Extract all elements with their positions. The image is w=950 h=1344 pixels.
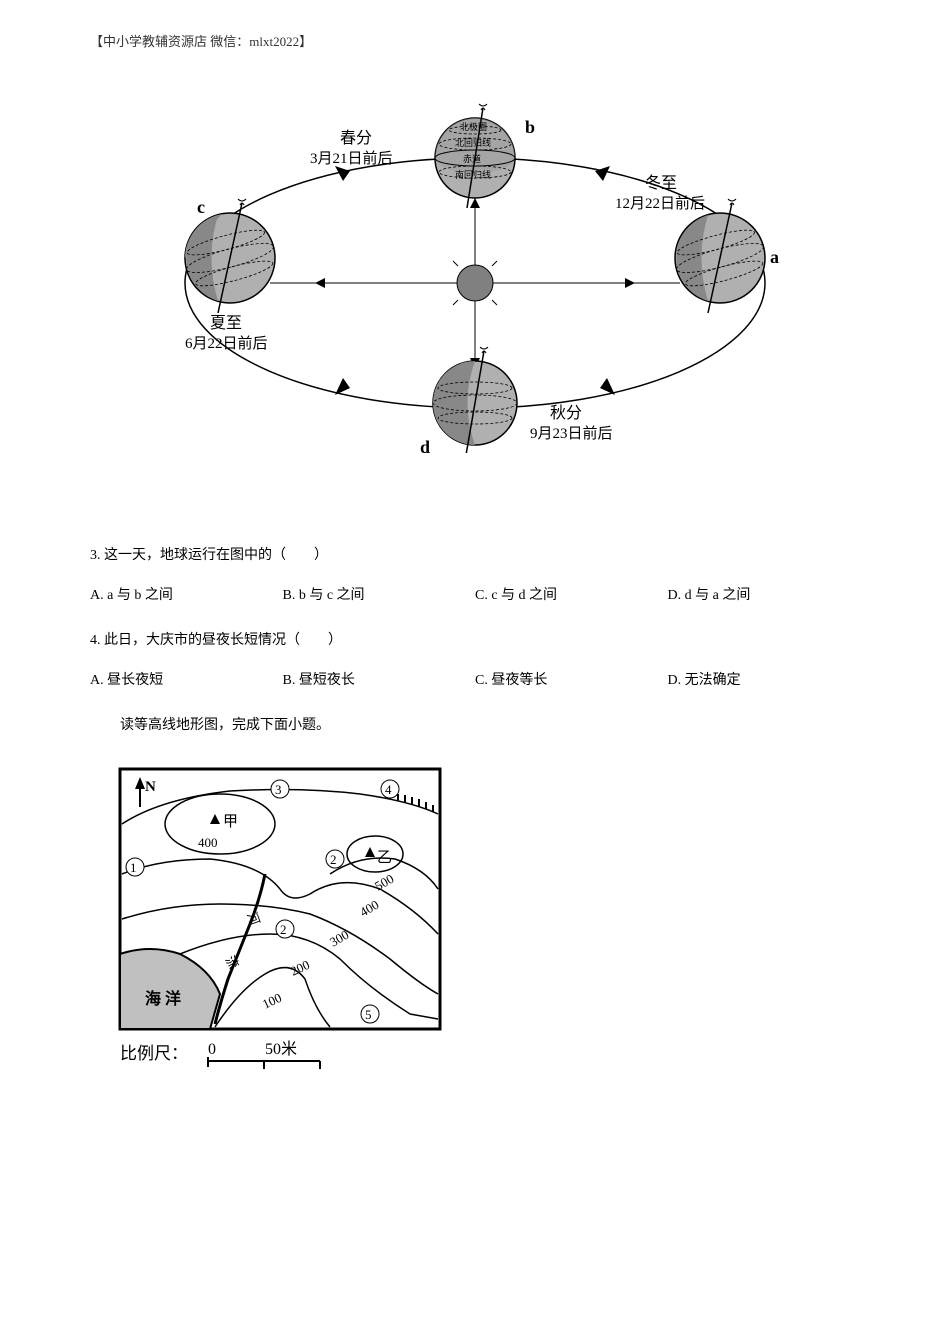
svg-text:北极圈: 北极圈 [460, 121, 487, 132]
svg-text:400: 400 [198, 835, 218, 850]
label-c: c [197, 197, 205, 217]
winter-solstice-label: 冬至 [645, 174, 677, 192]
label-a: a [770, 247, 779, 267]
header-watermark: 【中小学教辅资源店 微信：mlxt2022】 [90, 30, 860, 53]
svg-text:海 洋: 海 洋 [145, 989, 181, 1008]
contour-diagram-container: 100 200 300 400 400 500 [110, 759, 860, 1088]
question-3-number: 3. [90, 548, 101, 563]
svg-text:N: N [145, 779, 156, 795]
question-3-text: 这一天，地球运行在图中的（ ） [104, 548, 328, 563]
sub-instruction: 读等高线地形图，完成下面小题。 [120, 713, 860, 738]
question-4-text: 此日，大庆市的昼夜长短情况（ ） [104, 633, 342, 648]
summer-date: 6月22日前后 [185, 335, 268, 352]
svg-text:北回归线: 北回归线 [455, 137, 491, 148]
autumn-date: 9月23日前后 [530, 425, 613, 442]
option-3d: D. d 与 a 之间 [668, 583, 861, 608]
svg-text:乙: 乙 [377, 850, 392, 866]
svg-text:5: 5 [365, 1007, 372, 1022]
svg-text:2: 2 [280, 922, 287, 937]
question-3-options: A. a 与 b 之间 B. b 与 c 之间 C. c 与 d 之间 D. d… [90, 583, 860, 608]
svg-text:赤道: 赤道 [463, 153, 481, 164]
winter-date: 12月22日前后 [615, 195, 705, 212]
svg-text:3: 3 [275, 782, 282, 797]
label-b: b [525, 117, 535, 137]
option-4a: A. 昼长夜短 [90, 668, 283, 693]
svg-text:南回归线: 南回归线 [455, 169, 491, 180]
summer-solstice-label: 夏至 [210, 315, 242, 332]
question-4-number: 4. [90, 633, 101, 648]
contour-diagram: 100 200 300 400 400 500 [110, 759, 450, 1079]
option-4c: C. 昼夜等长 [475, 668, 668, 693]
question-4-options: A. 昼长夜短 B. 昼短夜长 C. 昼夜等长 D. 无法确定 [90, 668, 860, 693]
orbit-diagram-container: 北极圈 北回归线 赤道 南回归线 b 春分 3月21日前后 a 冬至 12月22… [90, 93, 860, 462]
scale-label: 比例尺： [120, 1044, 188, 1063]
svg-text:甲: 甲 [223, 814, 238, 830]
option-3a: A. a 与 b 之间 [90, 583, 283, 608]
svg-text:50米: 50米 [265, 1040, 297, 1058]
question-4: 4. 此日，大庆市的昼夜长短情况（ ） [90, 628, 860, 653]
orbit-diagram: 北极圈 北回归线 赤道 南回归线 b 春分 3月21日前后 a 冬至 12月22… [155, 93, 795, 453]
svg-text:4: 4 [385, 782, 392, 797]
svg-text:0: 0 [208, 1041, 216, 1058]
option-4d: D. 无法确定 [668, 668, 861, 693]
option-3b: B. b 与 c 之间 [283, 583, 476, 608]
spring-date: 3月21日前后 [310, 150, 393, 167]
question-3: 3. 这一天，地球运行在图中的（ ） [90, 543, 860, 568]
spring-equinox-label: 春分 [340, 129, 372, 147]
option-4b: B. 昼短夜长 [283, 668, 476, 693]
label-d: d [420, 437, 430, 453]
option-3c: C. c 与 d 之间 [475, 583, 668, 608]
svg-text:2: 2 [330, 852, 337, 867]
svg-text:1: 1 [130, 860, 137, 875]
autumn-equinox-label: 秋分 [550, 404, 582, 422]
